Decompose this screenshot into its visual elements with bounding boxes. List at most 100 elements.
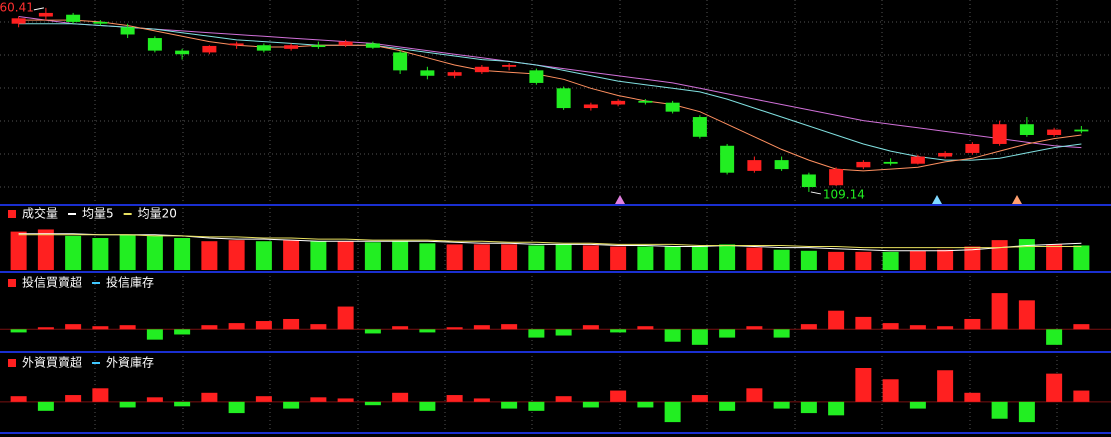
net-bar (310, 397, 327, 402)
net-bar (773, 401, 790, 409)
candle-body (829, 169, 844, 186)
net-bar (1073, 390, 1090, 402)
net-bar (719, 401, 736, 411)
net-bar (528, 401, 545, 411)
candle-body (1019, 124, 1034, 135)
moving-average-line (18, 19, 1082, 172)
volume-bar (691, 246, 708, 270)
candle-body (665, 102, 680, 112)
legend-label: 外資買賣超 (22, 355, 82, 370)
signal-marker (932, 195, 942, 204)
volume-bar (1073, 245, 1090, 270)
net-bar (310, 324, 327, 330)
volume-bar (310, 241, 327, 270)
net-bar (664, 401, 681, 423)
volume-bar (528, 245, 545, 270)
candle-body (147, 38, 162, 51)
net-bar (528, 329, 545, 338)
net-bar (1018, 401, 1035, 423)
candle-body (502, 64, 517, 67)
net-bar (10, 396, 27, 402)
net-bar (1046, 329, 1063, 345)
net-bar (800, 401, 817, 414)
volume-bar (228, 240, 245, 270)
volume-bar (446, 244, 463, 270)
net-bar (501, 324, 518, 330)
volume-bar (773, 249, 790, 270)
volume-bar (800, 250, 817, 270)
candle-body (202, 45, 217, 53)
legend-label: 成交量 (22, 206, 58, 221)
legend-swatch (8, 359, 16, 367)
legend-label: 均量5 (82, 207, 114, 221)
candle-body (420, 70, 435, 76)
candle-body (965, 143, 980, 153)
net-bar (65, 395, 82, 402)
volume-bar (610, 246, 627, 270)
moving-average-line (18, 23, 1082, 161)
net-bar (392, 326, 409, 330)
net-bar (882, 323, 899, 330)
net-bar (582, 401, 599, 408)
net-bar (65, 324, 82, 330)
volume-bar (419, 243, 436, 270)
net-bar (255, 321, 272, 330)
candle-body (11, 18, 26, 24)
volume-bar (501, 244, 518, 270)
volume-bar (174, 238, 191, 270)
net-bar (473, 398, 490, 402)
legend-label: 均量20 (138, 207, 177, 221)
net-bar (582, 325, 599, 330)
volume-bar (1018, 239, 1035, 270)
net-bar (828, 401, 845, 416)
legend-label: 外資庫存 (106, 356, 154, 370)
net-bar (800, 324, 817, 330)
volume-bar (719, 244, 736, 270)
net-bar (937, 370, 954, 402)
legend-label: 投信買賣超 (22, 275, 82, 290)
candle-body (883, 161, 898, 164)
volume-bar (119, 234, 136, 270)
net-bar (228, 323, 245, 330)
candle-body (311, 45, 326, 48)
net-bar (991, 293, 1008, 330)
annotation: 109.14 (823, 187, 865, 201)
candle-body (720, 145, 735, 173)
net-bar (201, 392, 218, 402)
net-bar (746, 326, 763, 330)
net-bar (1046, 373, 1063, 402)
volume-average-line (18, 233, 1082, 252)
volume-bar (664, 246, 681, 270)
volume-bar (746, 247, 763, 270)
annotation-leader (33, 7, 44, 11)
volume-bar (555, 244, 572, 270)
net-bar (364, 401, 381, 406)
candle-body (474, 66, 489, 73)
candle-body (992, 124, 1007, 144)
net-bar (991, 401, 1008, 419)
candle-body (393, 52, 408, 71)
net-bar (637, 401, 654, 408)
net-bar (419, 401, 436, 411)
volume-bar (637, 246, 654, 270)
net-bar (501, 401, 518, 409)
net-bar (909, 325, 926, 330)
candle-body (801, 174, 816, 188)
volume-bar (828, 251, 845, 270)
candle-body (93, 21, 108, 24)
volume-bar (255, 241, 272, 270)
candle-body (856, 161, 871, 168)
net-bar (691, 395, 708, 402)
net-bar (746, 388, 763, 402)
candle-body (38, 12, 53, 17)
net-bar (337, 306, 354, 330)
net-bar (610, 390, 627, 402)
moving-average-line (18, 16, 1082, 149)
net-bar (828, 310, 845, 330)
volume-bar (10, 231, 27, 270)
net-bar (10, 329, 27, 333)
candle-body (611, 100, 626, 105)
candle-body (938, 152, 953, 157)
net-bar (964, 392, 981, 402)
